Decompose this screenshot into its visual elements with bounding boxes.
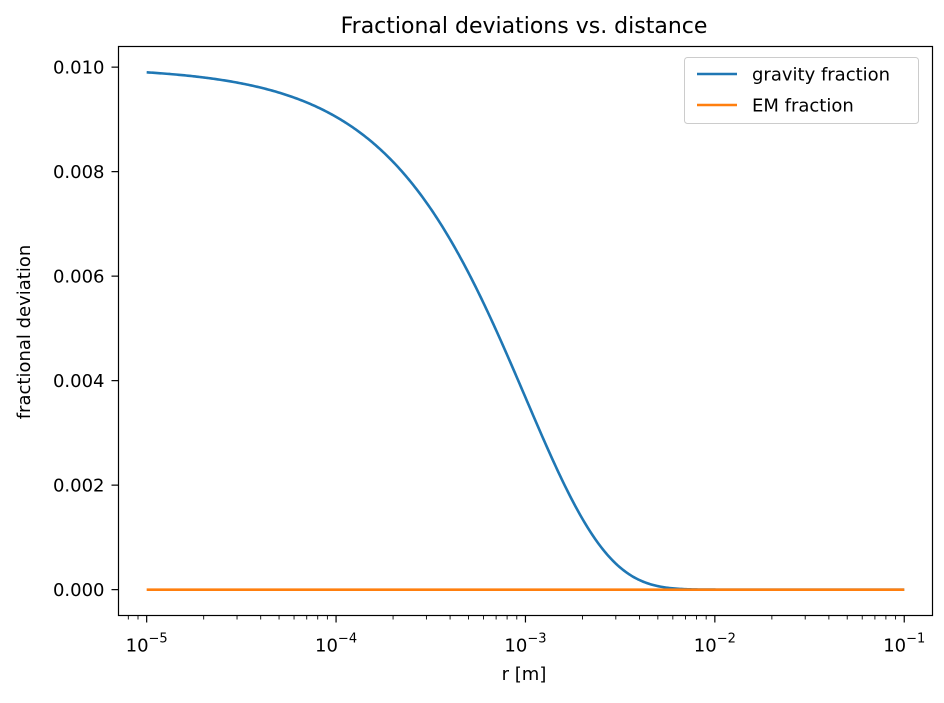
x-tick-label: 10−2	[694, 632, 736, 657]
y-tick-label: 0.002	[53, 476, 105, 497]
x-ticks: 10−5 10−4 10−3 10−2 10−1	[126, 615, 925, 657]
y-axis-label: fractional deviation	[14, 245, 35, 420]
y-tick-label: 0.006	[53, 267, 105, 288]
y-tick-label: 0.000	[53, 580, 105, 601]
chart-title: Fractional deviations vs. distance	[341, 14, 708, 39]
y-ticks: 0.000 0.002 0.004 0.006 0.008 0.010	[53, 58, 119, 601]
legend: gravity fraction EM fraction	[684, 57, 919, 124]
series-layer	[146, 71, 905, 591]
y-tick-label: 0.010	[53, 58, 105, 79]
legend-label: EM fraction	[752, 96, 854, 117]
x-tick-label: 10−4	[315, 632, 357, 657]
legend-label: gravity fraction	[752, 65, 890, 86]
y-tick-label: 0.008	[53, 162, 105, 183]
x-tick-label: 10−3	[504, 632, 546, 657]
x-tick-label: 10−5	[126, 632, 168, 657]
legend-box	[684, 57, 919, 124]
x-axis-label: r [m]	[502, 664, 547, 685]
x-tick-label: 10−1	[883, 632, 925, 657]
y-tick-label: 0.004	[53, 371, 105, 392]
plot-frame	[117, 45, 934, 617]
